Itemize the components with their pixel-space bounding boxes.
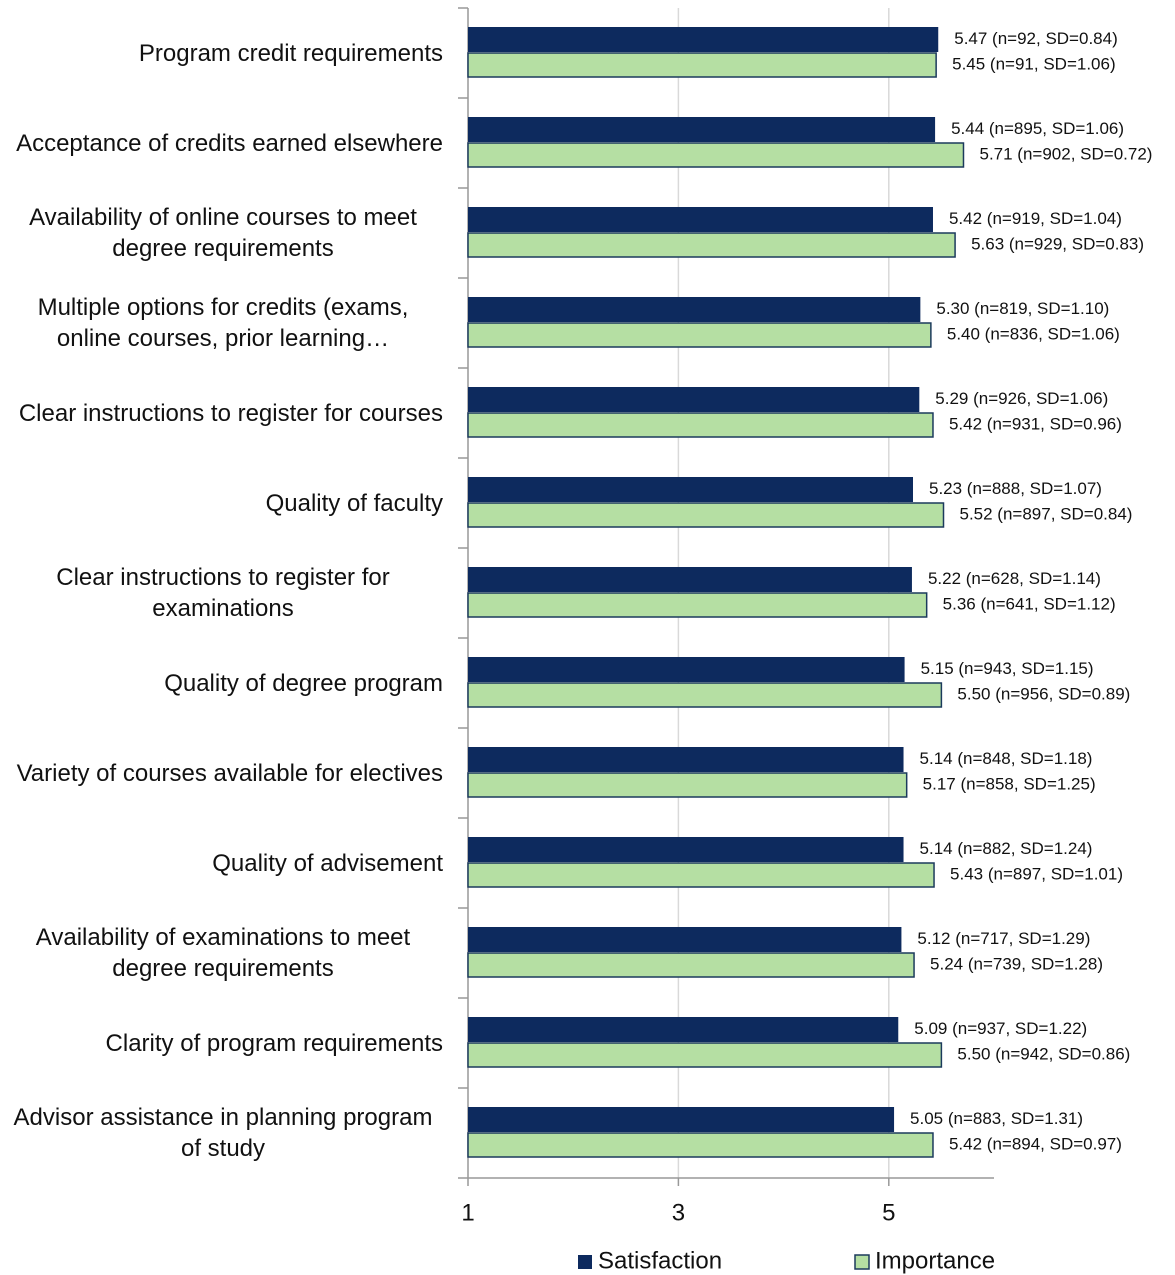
category-text: Availability of examinations to meet deg… <box>35 924 411 982</box>
data-label: 5.50 (n=956, SD=0.89) <box>957 684 1130 703</box>
data-label: 5.14 (n=882, SD=1.24) <box>920 839 1093 858</box>
x-tick-label: 5 <box>882 1199 895 1226</box>
bar <box>467 412 934 438</box>
bar <box>468 27 939 52</box>
y-tick-label: Quality of faculty <box>3 458 443 548</box>
category-text: Clear instructions to register for cours… <box>18 399 443 427</box>
data-label: 5.05 (n=883, SD=1.31) <box>910 1109 1083 1128</box>
category-text: Clear instructions to register for exami… <box>56 564 390 622</box>
bar <box>468 387 920 412</box>
category-text: Quality of advisement <box>212 849 443 877</box>
category-text: Quality of degree program <box>164 669 443 697</box>
data-label: 5.42 (n=931, SD=0.96) <box>949 414 1122 433</box>
category-text: Multiple options for credits (exams, onl… <box>37 294 409 352</box>
category-text: Acceptance of credits earned elsewhere <box>16 129 443 157</box>
y-tick-label: Clear instructions to register for cours… <box>3 368 443 458</box>
data-label: 5.50 (n=942, SD=0.86) <box>957 1044 1130 1063</box>
data-label: 5.09 (n=937, SD=1.22) <box>914 1019 1087 1038</box>
legend-label: Importance <box>875 1247 995 1274</box>
data-label: 5.42 (n=919, SD=1.04) <box>949 209 1122 228</box>
bar <box>468 297 921 322</box>
category-text: Program credit requirements <box>138 39 443 67</box>
bar <box>468 207 933 232</box>
bar <box>467 322 932 348</box>
bar <box>467 952 915 978</box>
bar <box>467 1132 934 1158</box>
data-label: 5.40 (n=836, SD=1.06) <box>947 324 1120 343</box>
y-tick-label: Availability of examinations to meet deg… <box>3 908 443 998</box>
data-label: 5.63 (n=929, SD=0.83) <box>971 234 1144 253</box>
legend-swatch <box>578 1255 592 1269</box>
bar <box>467 1042 943 1068</box>
bar <box>468 747 904 772</box>
bar <box>467 682 943 708</box>
data-label: 5.47 (n=92, SD=0.84) <box>954 29 1118 48</box>
data-label: 5.71 (n=902, SD=0.72) <box>979 144 1152 163</box>
y-tick-label: Clarity of program requirements <box>3 998 443 1088</box>
category-text: Clarity of program requirements <box>105 1029 443 1057</box>
legend-label: Satisfaction <box>598 1247 722 1274</box>
y-tick-label: Quality of advisement <box>3 818 443 908</box>
category-text: Advisor assistance in planning program o… <box>13 1104 433 1162</box>
data-label: 5.44 (n=895, SD=1.06) <box>951 119 1124 138</box>
y-tick-label: Acceptance of credits earned elsewhere <box>3 98 443 188</box>
data-label: 5.24 (n=739, SD=1.28) <box>930 954 1103 973</box>
y-tick-label: Advisor assistance in planning program o… <box>3 1088 443 1178</box>
category-text: Availability of online courses to meet d… <box>29 204 417 262</box>
bar <box>467 592 928 618</box>
category-text: Variety of courses available for electiv… <box>16 759 443 787</box>
legend-swatch <box>854 1254 870 1270</box>
bar <box>468 567 912 592</box>
bar <box>468 657 905 682</box>
data-label: 5.42 (n=894, SD=0.97) <box>949 1134 1122 1153</box>
y-tick-label: Clear instructions to register for exami… <box>3 548 443 638</box>
data-label: 5.43 (n=897, SD=1.01) <box>950 864 1123 883</box>
data-label: 5.22 (n=628, SD=1.14) <box>928 569 1101 588</box>
data-label: 5.30 (n=819, SD=1.10) <box>936 299 1109 318</box>
bar <box>467 862 935 888</box>
data-label: 5.17 (n=858, SD=1.25) <box>923 774 1096 793</box>
data-label: 5.14 (n=848, SD=1.18) <box>920 749 1093 768</box>
bar <box>468 837 904 862</box>
bar <box>467 232 956 258</box>
category-text: Quality of faculty <box>265 489 443 517</box>
y-tick-label: Availability of online courses to meet d… <box>3 188 443 278</box>
data-label: 5.15 (n=943, SD=1.15) <box>921 659 1094 678</box>
bar <box>467 52 937 78</box>
data-label: 5.23 (n=888, SD=1.07) <box>929 479 1102 498</box>
bar <box>468 477 913 502</box>
bar <box>467 502 945 528</box>
bar <box>467 772 908 798</box>
bar <box>467 142 965 168</box>
y-tick-label: Multiple options for credits (exams, onl… <box>3 278 443 368</box>
bar <box>468 1017 899 1042</box>
y-tick-label: Quality of degree program <box>3 638 443 728</box>
x-tick-label: 1 <box>461 1199 474 1226</box>
data-label: 5.12 (n=717, SD=1.29) <box>917 929 1090 948</box>
bar <box>468 1107 895 1132</box>
y-tick-label: Program credit requirements <box>3 8 443 98</box>
x-tick-label: 3 <box>672 1199 685 1226</box>
data-label: 5.36 (n=641, SD=1.12) <box>943 594 1116 613</box>
data-label: 5.29 (n=926, SD=1.06) <box>935 389 1108 408</box>
data-label: 5.52 (n=897, SD=0.84) <box>960 504 1133 523</box>
bar <box>468 117 936 142</box>
bar <box>468 927 902 952</box>
y-tick-label: Variety of courses available for electiv… <box>3 728 443 818</box>
data-label: 5.45 (n=91, SD=1.06) <box>952 54 1116 73</box>
